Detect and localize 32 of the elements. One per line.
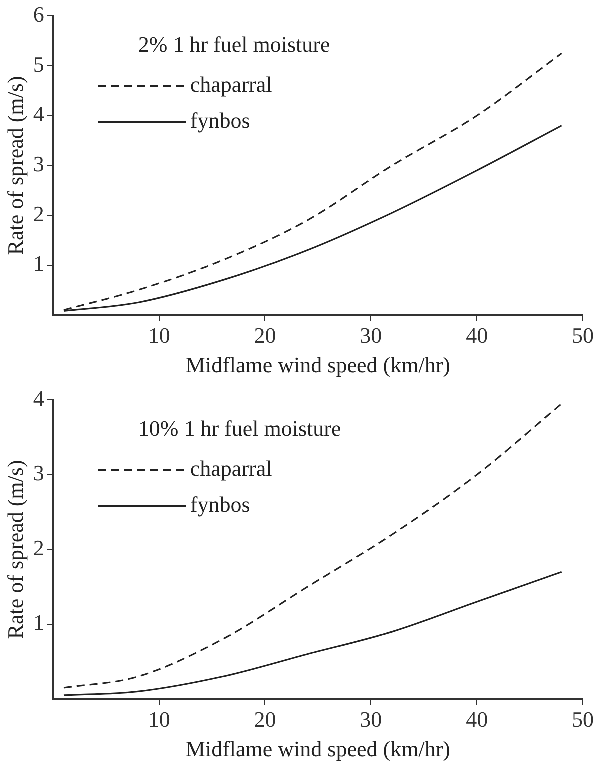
y-tick-label: 3 — [33, 460, 44, 486]
legend-label: chaparral — [190, 456, 272, 481]
x-tick-label: 10 — [148, 707, 170, 732]
legend-label: fynbos — [190, 492, 250, 517]
line-series — [63, 403, 563, 689]
y-tick-label: 1 — [33, 610, 44, 636]
legend-title: 2% 1 hr fuel moisture — [138, 32, 330, 57]
x-tick-label: 50 — [572, 323, 594, 348]
x-tick-label: 20 — [254, 323, 276, 348]
x-tick-label: 30 — [360, 323, 382, 348]
x-tick-label: 50 — [572, 707, 594, 732]
legend-title: 10% 1 hr fuel moisture — [138, 416, 342, 441]
x-tick-label: 30 — [360, 707, 382, 732]
y-tick-label: 5 — [33, 52, 44, 77]
x-axis-title: Midflame wind speed (km/hr) — [186, 352, 450, 378]
y-tick-label: 2 — [33, 201, 44, 226]
y-tick-label: 4 — [33, 102, 44, 127]
y-tick-label: 1 — [33, 251, 44, 276]
y-tick-label: 6 — [33, 2, 44, 27]
x-tick-label: 20 — [254, 707, 276, 732]
y-axis-title: Rate of spread (m/s) — [2, 76, 28, 256]
y-tick-label: 2 — [33, 535, 44, 560]
legend-label: chaparral — [190, 72, 272, 97]
x-axis-title: Midflame wind speed (km/hr) — [186, 736, 450, 762]
x-tick-label: 40 — [466, 323, 488, 348]
line-series — [63, 571, 563, 696]
legend-label: fynbos — [190, 108, 250, 133]
x-tick-label: 10 — [148, 323, 170, 348]
y-axis-title: Rate of spread (m/s) — [2, 460, 28, 640]
y-tick-label: 4 — [33, 386, 44, 411]
x-tick-label: 40 — [466, 707, 488, 732]
y-tick-label: 3 — [33, 151, 44, 176]
